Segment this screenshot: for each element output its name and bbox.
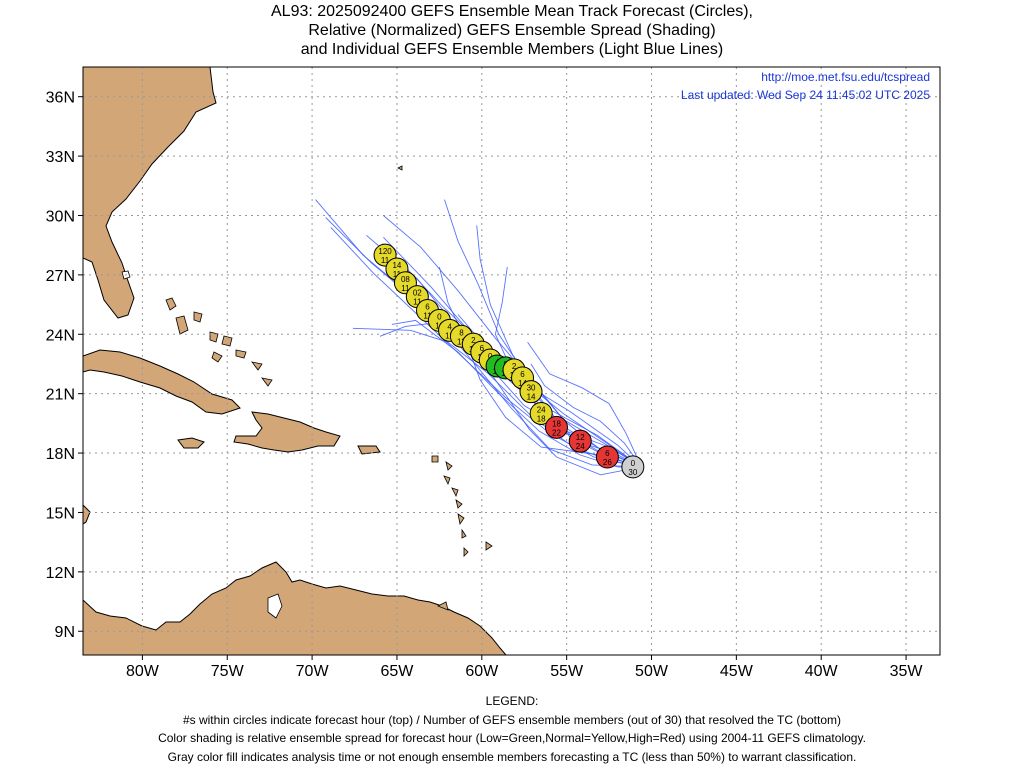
member-count: 14 (518, 379, 527, 388)
lon-tick-label: 40W (805, 663, 839, 680)
lat-tick-label: 21N (46, 387, 75, 404)
forecast-hour: 18 (552, 419, 561, 428)
legend-line-3: Gray color fill indicates analysis time … (167, 749, 857, 764)
title-line-2: Relative (Normalized) GEFS Ensemble Spre… (308, 22, 716, 39)
legend-line-1: #s within circles indicate forecast hour… (182, 712, 842, 727)
lon-tick-label: 75W (211, 663, 245, 680)
latitude-axis: 9N 12N 15N 18N 21N 24N 27N 30N 33N 36N (46, 90, 83, 641)
lat-tick-label: 36N (46, 90, 75, 107)
forecast-hour: 0 (631, 459, 636, 468)
land-jamaica (177, 437, 205, 449)
member-count: 13 (457, 337, 466, 346)
forecast-hour: 02 (413, 289, 422, 298)
lat-tick-label: 33N (46, 149, 75, 166)
legend-line-2: Color shading is relative ensemble sprea… (158, 731, 866, 745)
last-updated: Last updated: Wed Sep 24 11:45:02 UTC 20… (681, 88, 930, 102)
forecast-hour: 4 (447, 322, 452, 331)
forecast-hour: 6 (480, 344, 485, 353)
land-central-america (83, 504, 91, 525)
member-count: 22 (552, 428, 561, 437)
ensemble-member-line (366, 234, 642, 468)
legend-heading: LEGEND: (485, 694, 539, 708)
member-count: 14 (527, 393, 536, 402)
legend: LEGEND: #s within circles indicate forec… (0, 692, 1024, 766)
land-layer (83, 67, 507, 655)
forecast-hour: 120 (378, 247, 392, 256)
member-count: 26 (603, 458, 612, 467)
forecast-hour: 24 (537, 405, 546, 414)
lat-tick-label: 15N (46, 505, 75, 522)
member-count: 11 (423, 312, 432, 321)
land-cuba (83, 349, 241, 415)
mean-track: 1201114110811021161101141281321361301341… (373, 243, 645, 479)
member-count: 24 (576, 442, 585, 451)
forecast-hour: 12 (576, 433, 585, 442)
member-count: 11 (393, 270, 402, 279)
forecast-hour: 6 (605, 449, 610, 458)
lon-tick-label: 70W (296, 663, 330, 680)
forecast-hour: 8 (459, 328, 464, 337)
track-circle (529, 401, 553, 425)
grid (83, 67, 940, 655)
lat-tick-label: 24N (46, 327, 75, 344)
source-url[interactable]: http://moe.met.fsu.edu/tcspread (761, 70, 930, 84)
member-count: 11 (381, 256, 390, 265)
lon-tick-label: 60W (465, 663, 499, 680)
title-line-1: AL93: 2025092400 GEFS Ensemble Mean Trac… (271, 3, 753, 20)
forecast-hour: 2 (471, 336, 476, 345)
longitude-axis: 80W 75W 70W 65W 60W 55W 50W 45W 40W 35W (126, 655, 923, 680)
lon-tick-label: 35W (890, 663, 924, 680)
forecast-hour: 14 (392, 261, 401, 270)
land-puerto-rico (357, 445, 381, 455)
track-point: 626 (595, 445, 619, 469)
ensemble-member-line (530, 363, 642, 468)
track-circle (519, 380, 543, 404)
ensemble-member-line (438, 266, 642, 468)
lat-tick-label: 27N (46, 268, 75, 285)
lat-tick-label: 30N (46, 208, 75, 225)
member-count: 11 (401, 284, 410, 293)
lat-tick-label: 18N (46, 446, 75, 463)
track-point: 030 (621, 455, 645, 479)
lon-tick-label: 55W (550, 663, 584, 680)
lon-tick-label: 50W (635, 663, 669, 680)
lat-tick-label: 9N (55, 624, 75, 641)
chart-title: AL93: 2025092400 GEFS Ensemble Mean Trac… (0, 2, 1024, 59)
member-count: 11 (413, 298, 422, 307)
land-us-east-coast (83, 67, 217, 319)
lat-tick-label: 12N (46, 565, 75, 582)
forecast-hour: 6 (425, 303, 430, 312)
lon-tick-label: 45W (720, 663, 754, 680)
track-circle (595, 445, 619, 469)
title-line-3: and Individual GEFS Ensemble Members (Li… (300, 41, 724, 58)
land-hispaniola (233, 411, 341, 453)
member-count: 30 (628, 468, 637, 477)
track-circle (544, 415, 568, 439)
land-bahamas (165, 297, 273, 387)
member-count: 18 (537, 414, 546, 423)
lon-tick-label: 80W (126, 663, 160, 680)
land-south-america (83, 561, 507, 655)
member-count: 12 (445, 331, 454, 340)
land-bermuda (397, 165, 403, 171)
forecast-hour: 0 (437, 312, 442, 321)
track-circle (568, 429, 592, 453)
lon-tick-label: 65W (380, 663, 414, 680)
forecast-hour: 08 (401, 275, 410, 284)
track-circle (621, 455, 645, 479)
lake-maracaibo (267, 593, 283, 619)
ensemble-member-line (330, 227, 642, 468)
forecast-hour: 30 (527, 384, 536, 393)
land-lesser-antilles (431, 455, 493, 611)
plot-frame (82, 66, 941, 656)
track-map: 1201114110811021161101141281321361301341… (46, 66, 941, 680)
forecast-hour: 6 (520, 370, 525, 379)
forecast-hour: 2 (512, 362, 517, 371)
ensemble-member-line (527, 341, 642, 468)
